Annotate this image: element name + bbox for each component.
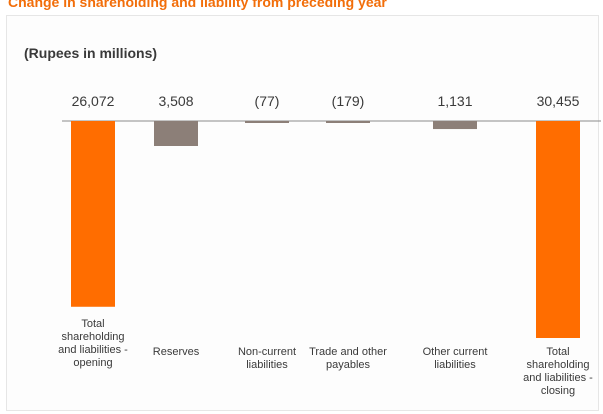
bar-0 [71, 121, 115, 307]
chart-title: Change in shareholding and liability fro… [8, 0, 387, 10]
bar-1 [154, 121, 198, 146]
category-label-4: Other current liabilities [422, 346, 488, 371]
category-label-3: Trade and other payables [309, 346, 387, 371]
value-label-5: 30,455 [537, 93, 580, 109]
category-label-0: Total shareholding and liabilities - ope… [58, 318, 128, 369]
category-label-1: Reserves [152, 346, 200, 358]
value-label-1: 3,508 [158, 93, 193, 109]
value-label-2: (77) [255, 93, 280, 109]
value-label-3: (179) [332, 93, 365, 109]
bar-5 [536, 121, 580, 338]
bar-4 [433, 121, 477, 130]
category-label-2: Non-current liabilities [237, 346, 297, 371]
value-label-4: 1,131 [437, 93, 472, 109]
unit-label: (Rupees in millions) [24, 45, 158, 61]
bar-2 [245, 121, 289, 123]
bar-3 [326, 121, 370, 123]
category-label-5: Total shareholding and liabilities - clo… [523, 346, 593, 397]
value-label-0: 26,072 [72, 93, 115, 109]
